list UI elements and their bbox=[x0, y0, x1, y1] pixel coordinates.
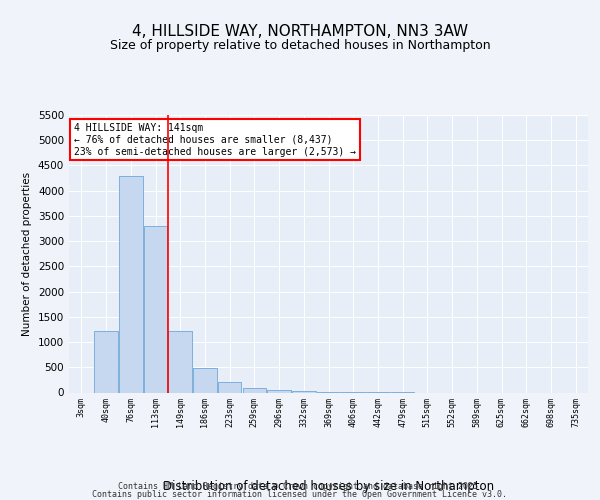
Bar bbox=[144, 226, 167, 392]
Text: 4, HILLSIDE WAY, NORTHAMPTON, NN3 3AW: 4, HILLSIDE WAY, NORTHAMPTON, NN3 3AW bbox=[132, 24, 468, 38]
Bar bbox=[218, 382, 241, 392]
Text: Contains public sector information licensed under the Open Government Licence v3: Contains public sector information licen… bbox=[92, 490, 508, 499]
Text: Size of property relative to detached houses in Northampton: Size of property relative to detached ho… bbox=[110, 40, 490, 52]
Y-axis label: Number of detached properties: Number of detached properties bbox=[22, 172, 32, 336]
Bar bbox=[119, 176, 143, 392]
Bar bbox=[242, 388, 266, 392]
Text: 4 HILLSIDE WAY: 141sqm
← 76% of detached houses are smaller (8,437)
23% of semi-: 4 HILLSIDE WAY: 141sqm ← 76% of detached… bbox=[74, 124, 356, 156]
Bar bbox=[268, 390, 291, 392]
Bar bbox=[94, 331, 118, 392]
Text: Contains HM Land Registry data © Crown copyright and database right 2025.: Contains HM Land Registry data © Crown c… bbox=[118, 482, 482, 491]
Bar bbox=[169, 331, 192, 392]
X-axis label: Distribution of detached houses by size in Northampton: Distribution of detached houses by size … bbox=[163, 480, 494, 493]
Bar bbox=[193, 368, 217, 392]
